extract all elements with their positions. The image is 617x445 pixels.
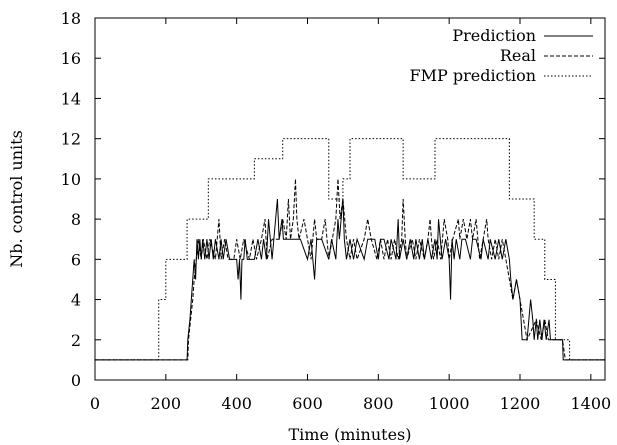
plot-series bbox=[95, 138, 605, 361]
y-axis-title: Nb. control units bbox=[7, 130, 26, 268]
y-tick-labels: 0 2 4 6 8 10 12 14 16 18 bbox=[61, 9, 81, 390]
series-line-2 bbox=[95, 138, 605, 361]
y-tick-label: 18 bbox=[61, 9, 81, 28]
x-tick-label: 1200 bbox=[500, 394, 541, 413]
y-tick-label: 6 bbox=[71, 250, 81, 269]
y-tick-label: 16 bbox=[61, 49, 81, 68]
y-tick-label: 0 bbox=[71, 371, 81, 390]
y-tick-label: 2 bbox=[71, 331, 81, 350]
y-tick-label: 12 bbox=[61, 130, 81, 149]
series-line-0 bbox=[95, 198, 605, 361]
series-line-1 bbox=[95, 178, 605, 361]
x-axis-title: Time (minutes) bbox=[288, 425, 411, 444]
axis-ticks bbox=[94, 17, 605, 381]
plot-frame bbox=[94, 17, 606, 381]
legend-label-1: Real bbox=[500, 46, 536, 65]
x-tick-label: 400 bbox=[221, 394, 252, 413]
x-tick-label: 1400 bbox=[570, 394, 611, 413]
y-tick-label: 4 bbox=[71, 291, 81, 310]
legend-label-2: FMP prediction bbox=[410, 66, 537, 85]
x-tick-label: 600 bbox=[292, 394, 323, 413]
x-tick-label: 1000 bbox=[429, 394, 470, 413]
y-tick-label: 14 bbox=[61, 89, 81, 108]
x-tick-labels: 0 200 400 600 800 1000 1200 1400 bbox=[90, 394, 611, 413]
legend-label-0: Prediction bbox=[452, 26, 536, 45]
y-tick-label: 8 bbox=[71, 210, 81, 229]
x-tick-label: 0 bbox=[90, 394, 100, 413]
x-tick-label: 200 bbox=[151, 394, 182, 413]
y-tick-label: 10 bbox=[61, 170, 81, 189]
x-tick-label: 800 bbox=[363, 394, 394, 413]
